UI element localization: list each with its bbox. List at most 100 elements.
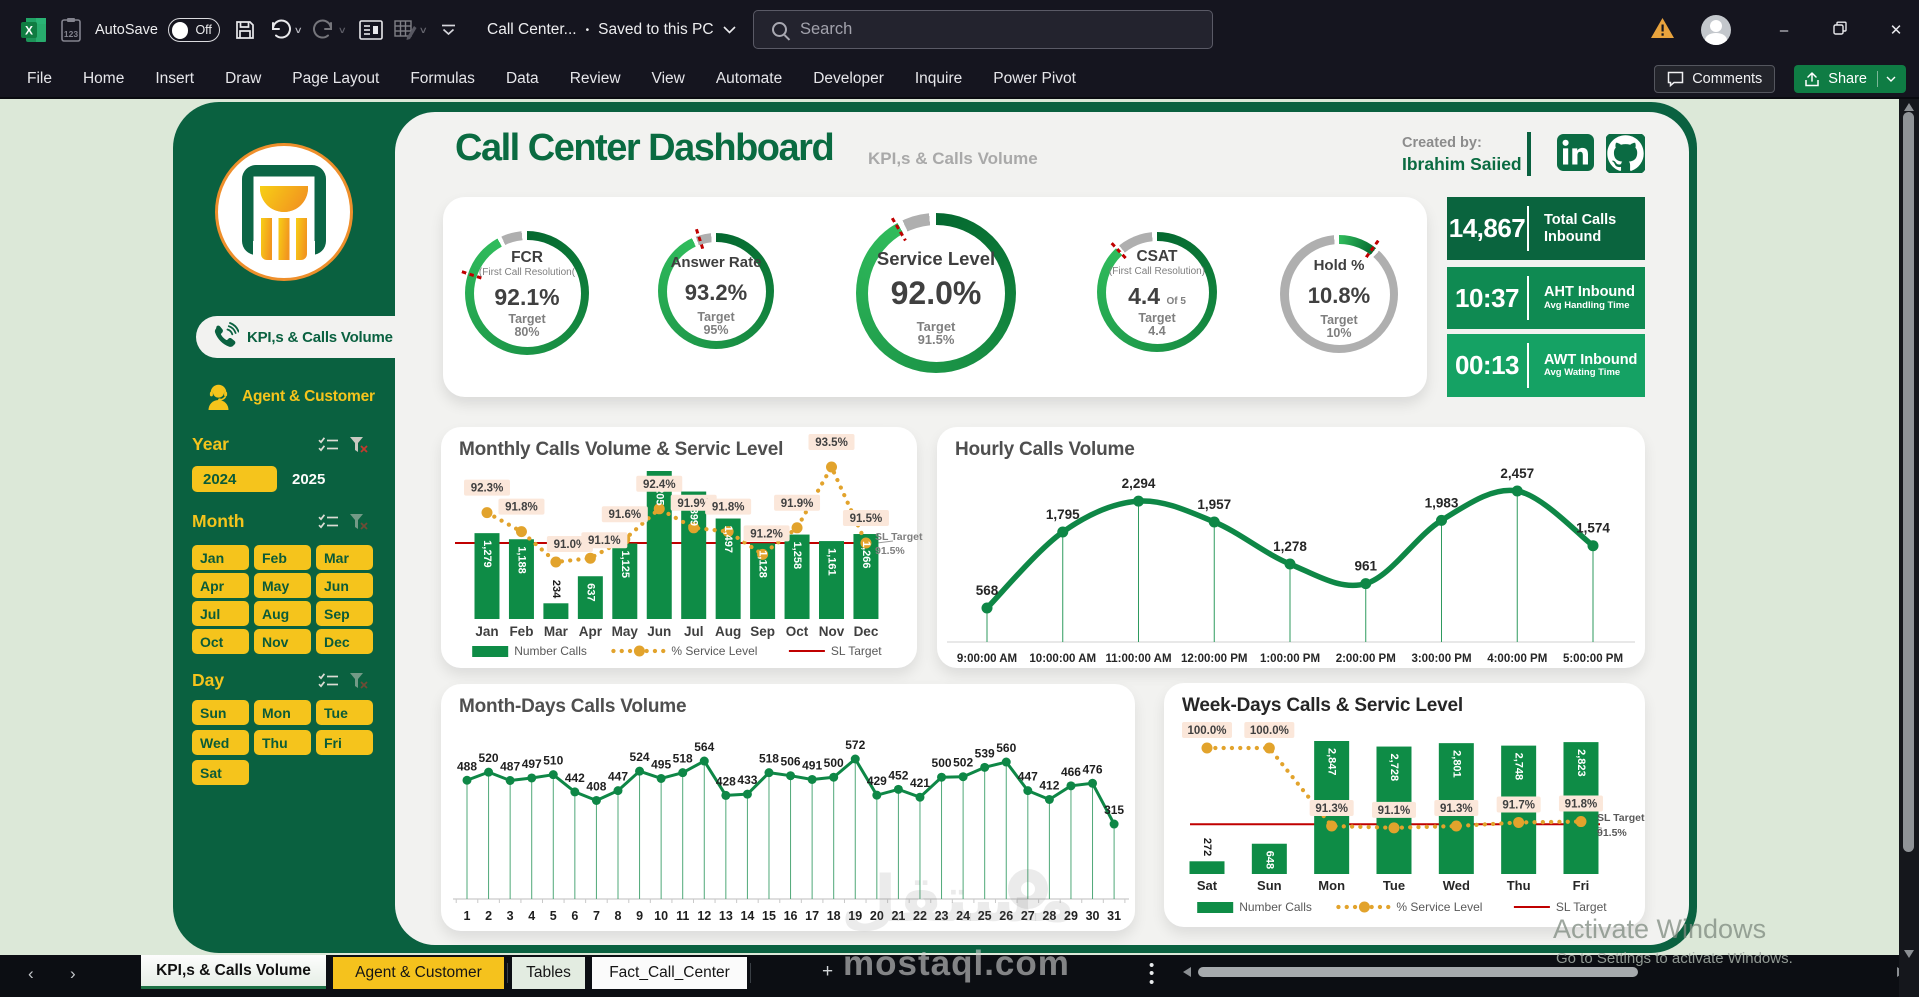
slicer-month-may[interactable]: May: [254, 573, 311, 598]
svg-text:19: 19: [848, 909, 862, 923]
slicer-year-2024[interactable]: 2024: [192, 466, 277, 492]
slicer-day-wed[interactable]: Wed: [192, 730, 249, 755]
agent-icon: [208, 384, 229, 410]
clear-filter-icon[interactable]: [349, 436, 368, 454]
search-input[interactable]: Search: [753, 10, 1213, 49]
hourly-calls-chart[interactable]: 568 1,795 2,294 1,957 1,278 961 1,983 2,457 1,57…: [937, 427, 1645, 668]
menu-item-data[interactable]: Data: [505, 69, 539, 87]
form-view-icon[interactable]: [359, 20, 383, 40]
sheet-tab-kpi-s-calls-volume[interactable]: KPI,s & Calls Volume: [141, 955, 326, 989]
undo-icon[interactable]: [268, 19, 292, 41]
menu-item-home[interactable]: Home: [82, 69, 125, 87]
slicer-month-apr[interactable]: Apr: [192, 573, 249, 598]
svg-text:3:00:00 PM: 3:00:00 PM: [1411, 653, 1471, 665]
slicer-month-nov[interactable]: Nov: [254, 629, 311, 654]
vscroll-down-icon[interactable]: [1904, 950, 1914, 958]
menu-item-page-layout[interactable]: Page Layout: [292, 69, 380, 87]
sheet-nav-next-icon[interactable]: ›: [70, 964, 76, 983]
menu-item-inquire[interactable]: Inquire: [914, 69, 963, 87]
autosave-toggle[interactable]: Off: [167, 18, 220, 42]
comments-button[interactable]: Comments: [1654, 65, 1776, 93]
minimize-button[interactable]: –: [1779, 21, 1789, 39]
slicer-day-sun[interactable]: Sun: [192, 700, 249, 725]
multiselect-icon[interactable]: [318, 436, 339, 454]
github-icon[interactable]: [1606, 134, 1645, 173]
format-dropdown-icon[interactable]: ∨: [418, 24, 428, 35]
add-sheet-button[interactable]: +: [822, 961, 834, 982]
sidebar-item-kpis-calls-volume[interactable]: KPI,s & Calls Volume: [196, 316, 396, 358]
hscroll-left-icon[interactable]: [1183, 967, 1191, 977]
sheet-tab-tables[interactable]: Tables: [512, 957, 585, 989]
phone-icon: [214, 322, 239, 347]
svg-text:5:00:00 PM: 5:00:00 PM: [1563, 653, 1623, 665]
slicer-month-mar[interactable]: Mar: [316, 545, 373, 570]
slicer-month-feb[interactable]: Feb: [254, 545, 311, 570]
clear-filter-icon[interactable]: [349, 513, 368, 531]
sheet-nav-prev-icon[interactable]: ‹: [28, 964, 34, 983]
document-status[interactable]: Saved to this PC: [598, 21, 714, 38]
svg-text:9:00:00 AM: 9:00:00 AM: [957, 653, 1017, 665]
stat-card-aht-inbound: 10:37 AHT Inbound Avg Handling Time: [1447, 267, 1645, 329]
ribbon-collapse-icon[interactable]: [441, 24, 456, 36]
menu-item-power-pivot[interactable]: Power Pivot: [993, 69, 1076, 87]
svg-text:92.3%: 92.3%: [471, 483, 504, 495]
stat-card-awt-inbound: 00:13 AWT Inbound Avg Wating Time: [1447, 334, 1645, 397]
hscroll-thumb[interactable]: [1198, 967, 1638, 977]
alert-warning-icon[interactable]: [1650, 17, 1675, 44]
multiselect-icon[interactable]: [318, 513, 339, 531]
svg-text:447: 447: [608, 770, 628, 784]
save-icon[interactable]: [234, 19, 256, 41]
search-placeholder: Search: [800, 20, 853, 38]
slicer-month-jun[interactable]: Jun: [316, 573, 373, 598]
menu-item-automate[interactable]: Automate: [715, 69, 783, 87]
slicer-day-fri[interactable]: Fri: [316, 730, 373, 755]
multiselect-icon[interactable]: [318, 672, 339, 690]
slicer-month-dec[interactable]: Dec: [316, 629, 373, 654]
slicer-year-2025[interactable]: 2025: [292, 471, 326, 488]
restore-button[interactable]: [1825, 21, 1855, 39]
close-button[interactable]: ✕: [1889, 22, 1903, 39]
weekdays-calls-chart[interactable]: Sat Sun Mon Tue Wed Thu Fri 272 648 2,847 2,728 2,8…: [1164, 683, 1645, 927]
undo-dropdown-icon[interactable]: ∨: [293, 24, 303, 35]
linkedin-icon[interactable]: [1557, 134, 1594, 171]
menu-item-review[interactable]: Review: [569, 69, 621, 87]
slicer-day-thu[interactable]: Thu: [254, 730, 311, 755]
slicer-month-jul[interactable]: Jul: [192, 601, 249, 626]
share-button[interactable]: Share: [1794, 65, 1906, 93]
slicer-day-sat[interactable]: Sat: [192, 760, 249, 785]
slicer-month-aug[interactable]: Aug: [254, 601, 311, 626]
menu-item-view[interactable]: View: [651, 69, 685, 87]
sheet-tab-agent-customer[interactable]: Agent & Customer: [333, 957, 504, 989]
format-painter-icon[interactable]: [394, 19, 417, 41]
svg-text:SL Target: SL Target: [1597, 812, 1645, 824]
tabbar-menu-icon[interactable]: • • •: [1149, 957, 1155, 991]
stat-value: 14,867: [1448, 213, 1526, 243]
slicer-day-tue[interactable]: Tue: [316, 700, 373, 725]
autosave-label: AutoSave: [95, 22, 158, 38]
slicer-month-oct[interactable]: Oct: [192, 629, 249, 654]
svg-text:11: 11: [676, 909, 689, 923]
menu-item-insert[interactable]: Insert: [155, 69, 195, 87]
slicer-month-jan[interactable]: Jan: [192, 545, 249, 570]
document-title[interactable]: Call Center...: [487, 21, 577, 38]
clear-filter-icon[interactable]: [349, 672, 368, 690]
vscroll-up-icon[interactable]: [1904, 103, 1914, 111]
menu-item-formulas[interactable]: Formulas: [410, 69, 475, 87]
paste-values-icon[interactable]: 123: [60, 18, 82, 42]
redo-icon[interactable]: [312, 19, 336, 41]
slicer-day-mon[interactable]: Mon: [254, 700, 311, 725]
account-avatar[interactable]: [1701, 15, 1731, 45]
sidebar-item-agent-customer[interactable]: Agent & Customer: [205, 383, 375, 411]
menu-item-developer[interactable]: Developer: [813, 69, 884, 87]
redo-dropdown-icon[interactable]: ∨: [338, 24, 348, 35]
monthly-calls-chart[interactable]: Jan Feb Mar Apr May Jun Jul Aug Sep Oct Nov Dec 1,27…: [441, 427, 923, 668]
vscroll-thumb[interactable]: [1903, 112, 1914, 852]
title-dropdown-icon[interactable]: [723, 26, 736, 34]
menu-item-file[interactable]: File: [27, 69, 52, 87]
svg-text:Jun: Jun: [647, 624, 671, 639]
monthdays-calls-chart-card: Month-Days Calls Volume 488 520 487 497 510 4…: [441, 684, 1135, 931]
svg-text:408: 408: [586, 779, 606, 793]
slicer-month-sep[interactable]: Sep: [316, 601, 373, 626]
menu-item-draw[interactable]: Draw: [225, 69, 262, 87]
sheet-tab-fact-call-center[interactable]: Fact_Call_Center: [592, 957, 747, 989]
